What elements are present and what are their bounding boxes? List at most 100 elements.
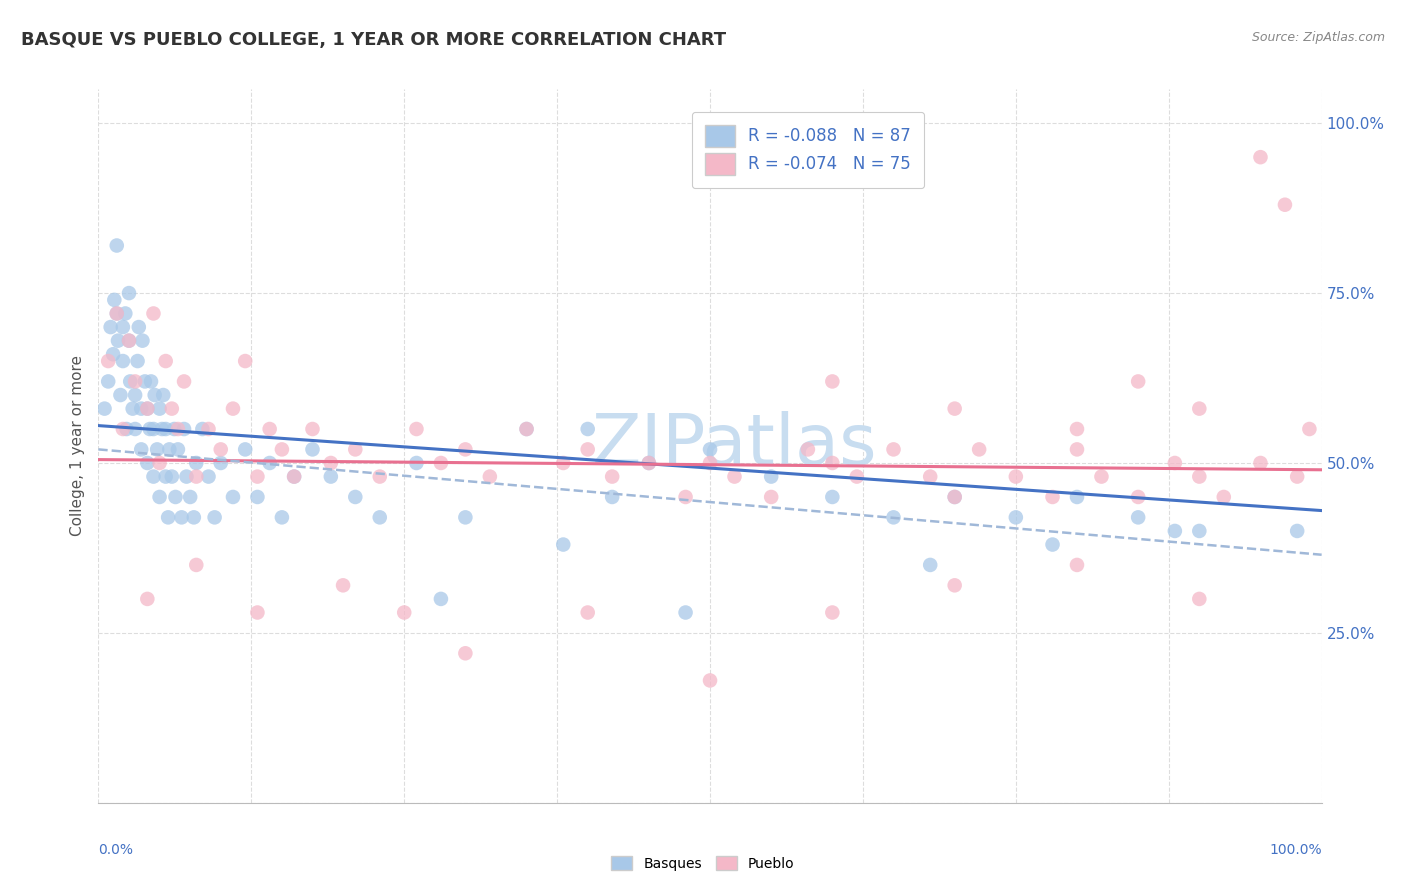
Point (127, 354, 149, 368)
Point (233, 354, 256, 368)
Point (270, 510, 294, 524)
Point (128, 320, 150, 334)
Point (139, 422, 162, 436)
Point (283, 469, 305, 483)
Point (124, 422, 146, 436)
Point (1212, 490, 1234, 504)
Point (920, 469, 942, 483)
Point (1042, 537, 1064, 551)
Point (114, 306, 136, 320)
Point (821, 490, 844, 504)
Point (110, 388, 132, 402)
Point (155, 354, 177, 368)
Point (576, 442, 599, 457)
Point (1066, 490, 1088, 504)
Point (430, 591, 453, 606)
Point (576, 422, 599, 436)
Point (121, 401, 143, 416)
Point (283, 469, 305, 483)
Point (1249, 456, 1271, 470)
Point (143, 388, 166, 402)
Point (1066, 558, 1088, 572)
Point (821, 456, 844, 470)
Point (111, 320, 134, 334)
Point (761, 490, 783, 504)
Point (1286, 524, 1309, 538)
Point (246, 490, 269, 504)
Point (515, 422, 537, 436)
Point (1128, 510, 1150, 524)
Point (131, 334, 153, 348)
Point (553, 537, 575, 551)
Point (943, 490, 966, 504)
Point (167, 422, 190, 436)
Point (165, 490, 187, 504)
Point (142, 422, 165, 436)
Point (124, 375, 146, 389)
Point (1286, 469, 1309, 483)
Point (118, 334, 141, 348)
Point (600, 490, 623, 504)
Point (163, 422, 186, 436)
Point (129, 401, 152, 416)
Point (197, 422, 219, 436)
Point (368, 510, 391, 524)
Point (821, 375, 844, 389)
Point (699, 456, 721, 470)
Point (515, 422, 537, 436)
Point (675, 606, 697, 620)
Point (93, 401, 115, 416)
Legend: R = -0.088   N = 87, R = -0.074   N = 75: R = -0.088 N = 87, R = -0.074 N = 75 (692, 112, 924, 188)
Point (797, 442, 820, 457)
Point (136, 591, 159, 606)
Point (1298, 422, 1320, 436)
Point (97, 354, 120, 368)
Point (118, 334, 141, 348)
Point (139, 375, 162, 389)
Point (149, 490, 172, 504)
Point (576, 606, 599, 620)
Point (246, 606, 269, 620)
Point (967, 442, 990, 457)
Point (186, 469, 208, 483)
Point (146, 442, 169, 457)
Point (1188, 524, 1211, 538)
Point (430, 456, 453, 470)
Point (170, 510, 193, 524)
Point (1066, 442, 1088, 457)
Point (134, 375, 156, 389)
Point (124, 388, 146, 402)
Point (638, 456, 661, 470)
Point (150, 422, 173, 436)
Text: Source: ZipAtlas.com: Source: ZipAtlas.com (1251, 31, 1385, 45)
Point (167, 442, 190, 457)
Point (1128, 490, 1150, 504)
Point (136, 401, 159, 416)
Point (111, 354, 134, 368)
Point (1004, 469, 1026, 483)
Point (344, 442, 367, 457)
Point (183, 510, 205, 524)
Point (1128, 375, 1150, 389)
Point (142, 306, 165, 320)
Point (136, 401, 159, 416)
Point (845, 469, 868, 483)
Point (152, 388, 174, 402)
Point (105, 238, 128, 252)
Point (157, 442, 180, 457)
Point (1164, 524, 1187, 538)
Point (173, 375, 195, 389)
Point (160, 401, 183, 416)
Legend: Basques, Pueblo: Basques, Pueblo (606, 850, 800, 876)
Point (943, 490, 966, 504)
Point (454, 442, 477, 457)
Point (176, 469, 198, 483)
Point (821, 606, 844, 620)
Point (157, 510, 180, 524)
Point (454, 646, 477, 660)
Point (120, 375, 142, 389)
Point (270, 442, 294, 457)
Text: 0.0%: 0.0% (98, 843, 134, 857)
Point (675, 490, 697, 504)
Point (600, 469, 623, 483)
